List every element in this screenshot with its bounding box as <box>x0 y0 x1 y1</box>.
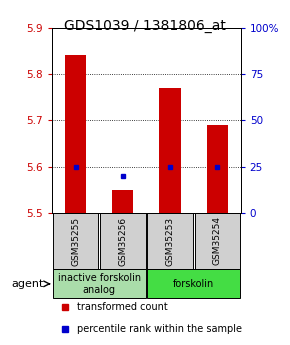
Text: GSM35256: GSM35256 <box>118 216 127 266</box>
Text: forskolin: forskolin <box>173 279 214 289</box>
Bar <box>147 213 193 268</box>
Text: inactive forskolin
analog: inactive forskolin analog <box>58 273 141 295</box>
Bar <box>53 213 98 268</box>
Bar <box>65 56 86 213</box>
Text: GDS1039 / 1381806_at: GDS1039 / 1381806_at <box>64 19 226 33</box>
Text: GSM35253: GSM35253 <box>166 216 175 266</box>
Text: percentile rank within the sample: percentile rank within the sample <box>77 324 242 334</box>
Text: GSM35255: GSM35255 <box>71 216 80 266</box>
Bar <box>195 213 240 268</box>
Bar <box>112 190 133 213</box>
Bar <box>53 269 146 298</box>
Bar <box>160 88 181 213</box>
Bar <box>100 213 146 268</box>
Text: GSM35254: GSM35254 <box>213 216 222 265</box>
Bar <box>206 125 228 213</box>
Text: transformed count: transformed count <box>77 302 167 312</box>
Bar <box>147 269 240 298</box>
Text: agent: agent <box>11 279 44 289</box>
